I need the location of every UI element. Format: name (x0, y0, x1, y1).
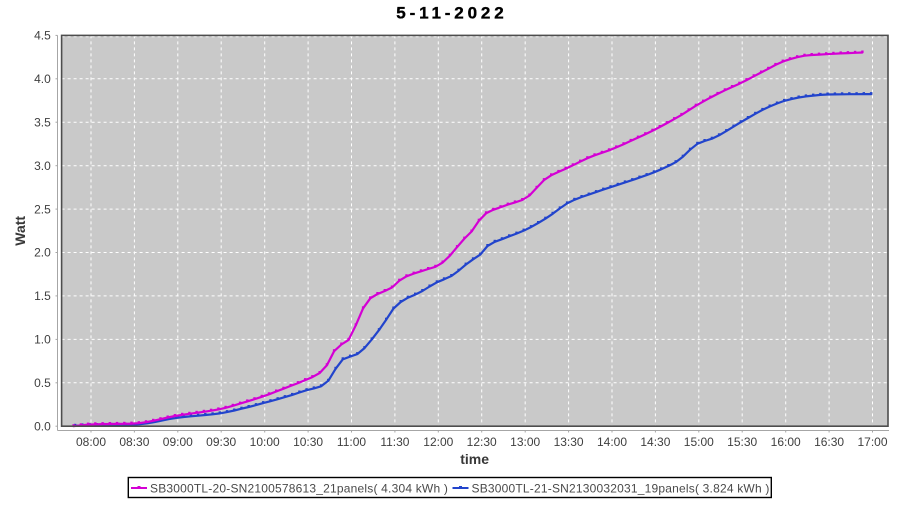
svg-text:1.0: 1.0 (34, 333, 51, 347)
svg-text:SB3000TL-21-SN2130032031_19pan: SB3000TL-21-SN2130032031_19panels( 3.824… (472, 481, 770, 495)
svg-text:16:30: 16:30 (814, 435, 844, 449)
svg-text:4.0: 4.0 (34, 72, 51, 86)
svg-text:15:30: 15:30 (727, 435, 757, 449)
svg-text:14:00: 14:00 (597, 435, 627, 449)
svg-text:08:00: 08:00 (76, 435, 106, 449)
svg-text:Watt: Watt (12, 216, 28, 246)
svg-text:14:30: 14:30 (640, 435, 670, 449)
svg-text:11:30: 11:30 (380, 435, 409, 449)
svg-text:5-11-2022: 5-11-2022 (396, 4, 507, 23)
svg-text:1.5: 1.5 (34, 289, 51, 303)
svg-text:11:00: 11:00 (337, 435, 366, 449)
svg-text:2.0: 2.0 (34, 246, 51, 260)
svg-text:3.0: 3.0 (34, 159, 51, 173)
svg-text:17:00: 17:00 (857, 435, 887, 449)
svg-text:3.5: 3.5 (34, 115, 51, 129)
svg-text:10:00: 10:00 (250, 435, 280, 449)
svg-text:12:00: 12:00 (423, 435, 453, 449)
svg-text:2.5: 2.5 (34, 202, 51, 216)
svg-text:08:30: 08:30 (119, 435, 149, 449)
svg-text:4.5: 4.5 (34, 29, 51, 43)
svg-text:time: time (460, 451, 489, 467)
svg-text:13:00: 13:00 (510, 435, 540, 449)
svg-text:0.5: 0.5 (34, 376, 51, 390)
svg-text:16:00: 16:00 (771, 435, 801, 449)
svg-text:09:00: 09:00 (163, 435, 193, 449)
svg-text:10:30: 10:30 (293, 435, 323, 449)
svg-text:13:30: 13:30 (554, 435, 584, 449)
svg-text:SB3000TL-20-SN2100578613_21pan: SB3000TL-20-SN2100578613_21panels( 4.304… (150, 481, 448, 495)
svg-text:15:00: 15:00 (684, 435, 714, 449)
svg-text:12:30: 12:30 (467, 435, 497, 449)
svg-text:0.0: 0.0 (34, 419, 51, 433)
svg-text:09:30: 09:30 (206, 435, 236, 449)
